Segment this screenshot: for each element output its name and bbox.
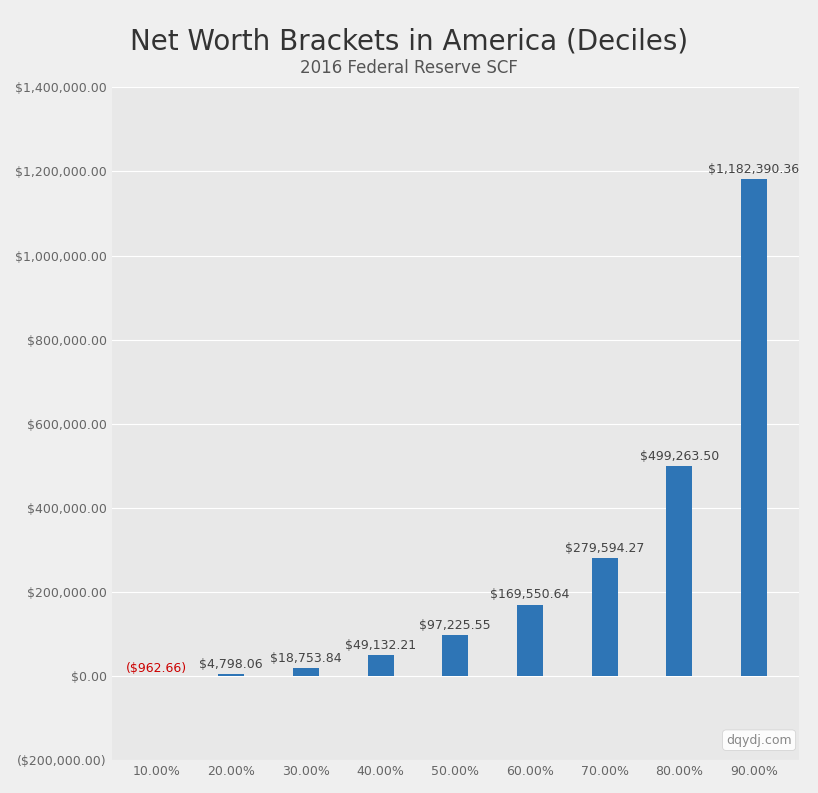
Text: $97,225.55: $97,225.55 — [420, 619, 491, 632]
Bar — [741, 179, 767, 676]
Text: Net Worth Brackets in America (Deciles): Net Worth Brackets in America (Deciles) — [130, 28, 688, 56]
Text: $18,753.84: $18,753.84 — [270, 652, 342, 665]
Text: dqydj.com: dqydj.com — [726, 734, 792, 747]
Text: $279,594.27: $279,594.27 — [565, 542, 645, 555]
Text: $49,132.21: $49,132.21 — [345, 639, 416, 652]
Bar — [517, 605, 543, 676]
Text: ($962.66): ($962.66) — [126, 662, 187, 675]
Text: $1,182,390.36: $1,182,390.36 — [708, 163, 799, 175]
Bar — [367, 655, 393, 676]
Bar — [666, 466, 692, 676]
Bar — [293, 668, 319, 676]
Bar — [218, 674, 245, 676]
Text: 2016 Federal Reserve SCF: 2016 Federal Reserve SCF — [300, 59, 518, 78]
Bar — [591, 558, 618, 676]
Text: $499,263.50: $499,263.50 — [640, 450, 719, 463]
Bar — [443, 635, 469, 676]
Text: $169,550.64: $169,550.64 — [490, 588, 569, 601]
Text: $4,798.06: $4,798.06 — [200, 657, 263, 671]
